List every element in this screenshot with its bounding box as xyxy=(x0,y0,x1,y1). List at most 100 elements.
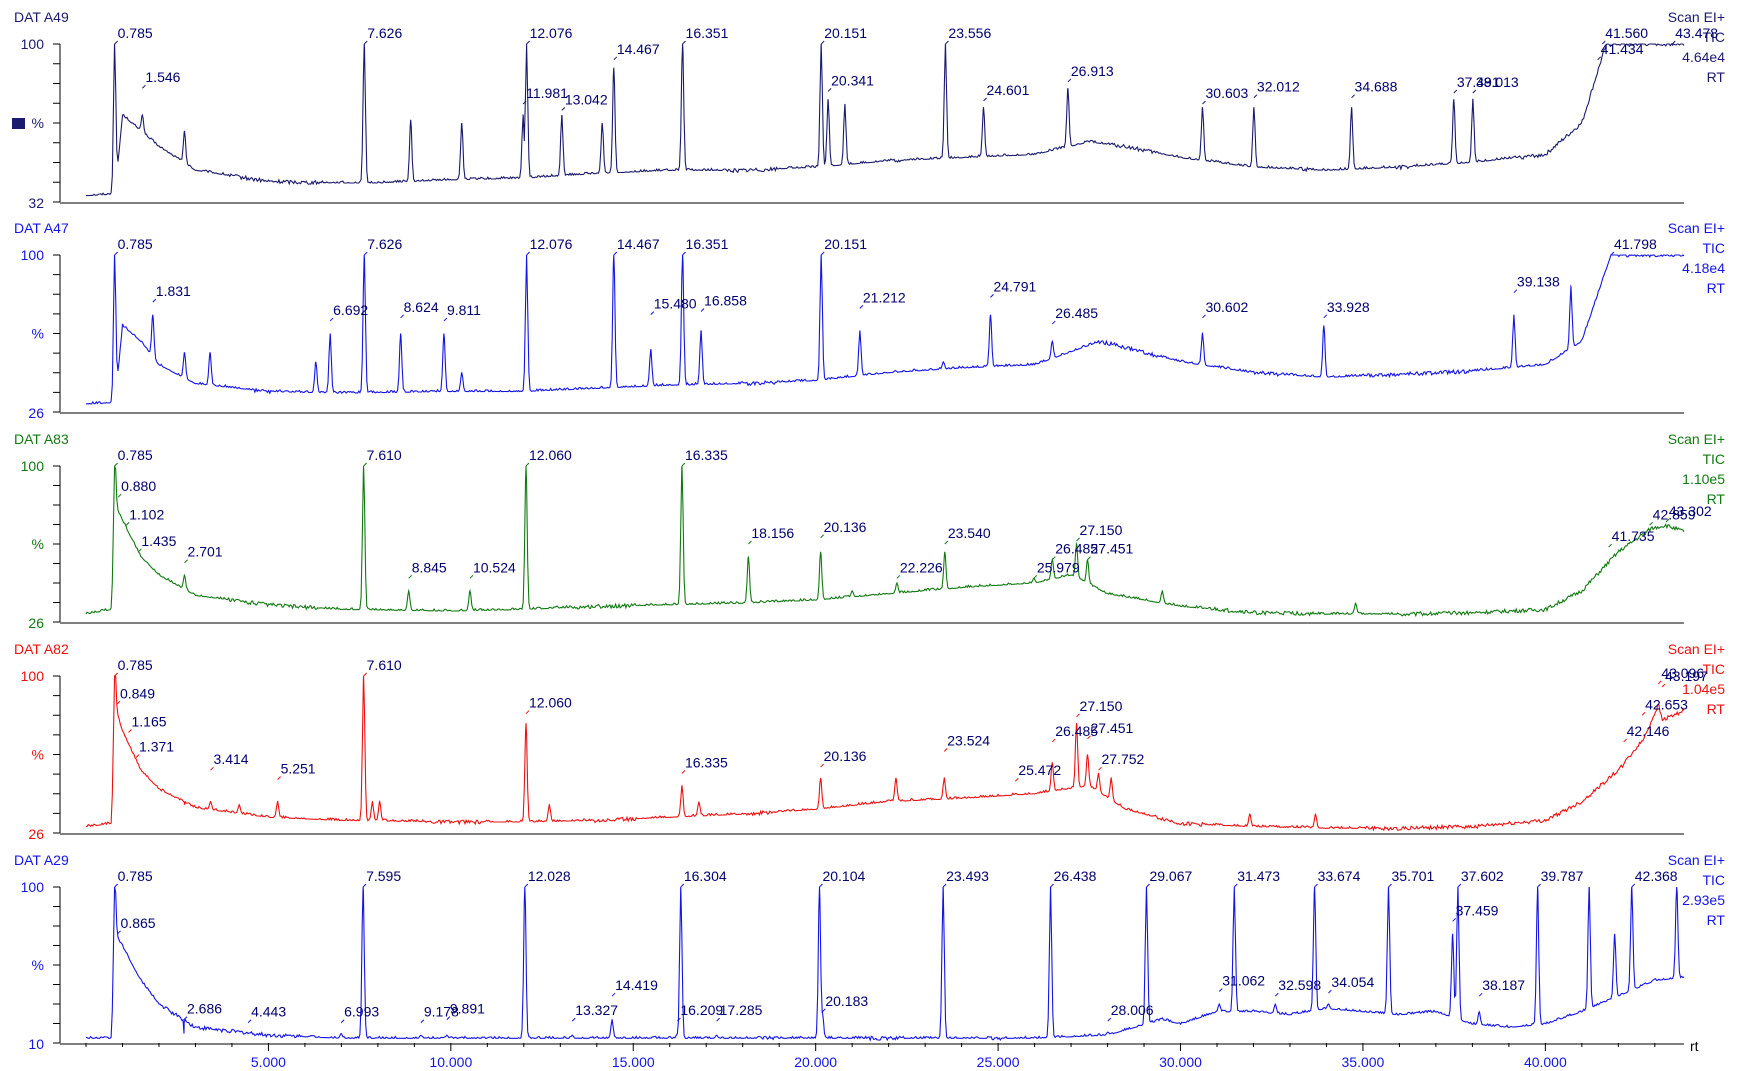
peak-label: 42.859 xyxy=(1653,506,1696,522)
peak-label-leader xyxy=(340,1019,345,1024)
peak-label: 22.226 xyxy=(900,559,943,575)
peak-label-leader xyxy=(1014,777,1019,782)
scan-mode-label: Scan EI+ xyxy=(1668,220,1725,236)
x-tick-label: 25.000 xyxy=(977,1054,1020,1070)
peak-label-leader xyxy=(820,763,824,768)
peak-label: 7.626 xyxy=(367,25,402,41)
tic-trace-line xyxy=(85,43,1685,197)
peak-label-leader xyxy=(827,88,832,92)
trace-type-label: TIC xyxy=(1702,451,1725,467)
scan-mode-label: Scan EI+ xyxy=(1668,431,1725,447)
peak-label-leader xyxy=(682,40,686,45)
peak-label-leader xyxy=(362,883,367,888)
peak-label-leader xyxy=(525,710,530,715)
peak-label: 23.524 xyxy=(947,732,990,748)
peak-label: 9.178 xyxy=(424,1004,459,1020)
peak-label: 20.104 xyxy=(822,868,865,884)
peak-label-leader xyxy=(990,294,994,298)
peak-label: 12.076 xyxy=(530,25,573,41)
peak-label-leader xyxy=(820,534,824,539)
peak-label: 43.197 xyxy=(1665,668,1708,684)
peak-label-leader xyxy=(944,540,949,545)
peak-label: 1.165 xyxy=(132,714,167,730)
peak-label-leader xyxy=(1351,94,1355,99)
peak-label: 27.451 xyxy=(1091,541,1134,557)
peak-label-leader xyxy=(524,883,529,888)
peak-label-leader xyxy=(700,308,705,312)
x-tick-label: 20.000 xyxy=(794,1054,837,1070)
peak-label: 39.138 xyxy=(1517,274,1560,290)
peak-label-leader xyxy=(1671,40,1676,45)
rt-label: RT xyxy=(1707,912,1726,928)
peak-label: 20.341 xyxy=(831,72,874,88)
peak-label: 0.785 xyxy=(118,868,153,884)
peak-label: 0.785 xyxy=(118,25,153,41)
peak-label-leader xyxy=(420,1019,425,1024)
peak-label: 9.811 xyxy=(447,302,481,318)
peak-label: 20.151 xyxy=(824,25,867,41)
peak-label: 41.434 xyxy=(1601,41,1644,57)
peak-label-leader xyxy=(363,40,368,45)
peak-label: 39.787 xyxy=(1541,868,1584,884)
peak-label-leader xyxy=(446,1016,451,1020)
peak-label-leader xyxy=(526,40,530,45)
trace-type-label: TIC xyxy=(1702,661,1725,677)
peak-label-leader xyxy=(1107,1017,1112,1022)
peak-label: 38.013 xyxy=(1476,74,1519,90)
y-axis-percent-label: % xyxy=(32,536,44,552)
peak-label: 16.335 xyxy=(685,754,728,770)
peak-label: 12.060 xyxy=(529,447,572,463)
peak-label: 27.752 xyxy=(1102,751,1145,767)
peak-label-leader xyxy=(1453,89,1458,94)
peak-label: 12.028 xyxy=(528,868,571,884)
peak-label-leader xyxy=(896,574,901,579)
peak-label-leader xyxy=(183,1016,188,1020)
peak-label-leader xyxy=(1253,94,1258,99)
peak-label-leader xyxy=(363,462,367,467)
peak-label: 21.212 xyxy=(863,289,906,305)
peak-label: 2.686 xyxy=(187,1001,222,1017)
peak-label: 29.067 xyxy=(1149,868,1192,884)
peak-label: 42.653 xyxy=(1645,696,1688,712)
x-tick-label: 40.000 xyxy=(1524,1054,1567,1070)
peak-label-leader xyxy=(1388,883,1392,888)
peak-label-leader xyxy=(138,548,142,553)
peak-label-leader xyxy=(1601,40,1606,45)
y-axis-top-label: 100 xyxy=(21,668,45,684)
panel-dat-a47: DAT A47 100% 26 Scan EI+ TIC 4.18e4 RT 0.785 1.8… xyxy=(14,220,1725,421)
peak-label: 0.785 xyxy=(118,236,153,252)
trace-type-label: TIC xyxy=(1702,872,1725,888)
peak-label-leader xyxy=(363,251,368,256)
sample-name: DAT A49 xyxy=(14,9,69,25)
peak-label: 41.798 xyxy=(1614,236,1657,252)
peak-label: 12.076 xyxy=(530,236,573,252)
peak-label: 26.485 xyxy=(1055,723,1098,739)
peak-label: 41.560 xyxy=(1605,25,1648,41)
peak-label-leader xyxy=(859,305,864,309)
peak-label: 14.467 xyxy=(617,41,660,57)
peak-label-leader xyxy=(681,769,686,774)
peak-label: 27.150 xyxy=(1080,698,1123,714)
peak-label: 23.556 xyxy=(948,25,991,41)
peak-label-leader xyxy=(117,930,121,935)
peak-label: 20.183 xyxy=(825,993,868,1009)
peak-label-leader xyxy=(1051,320,1056,325)
y-axis-percent-label: % xyxy=(32,326,44,342)
x-tick-label: 30.000 xyxy=(1159,1054,1202,1070)
peak-label-leader xyxy=(1087,556,1091,560)
sample-name: DAT A47 xyxy=(14,220,69,236)
peak-label-leader xyxy=(1513,289,1518,294)
peak-label: 8.624 xyxy=(404,299,439,315)
peak-label-leader xyxy=(1597,56,1602,61)
peak-label-leader xyxy=(114,251,118,256)
peak-label: 37.491 xyxy=(1457,74,1500,90)
peak-label-leader xyxy=(1218,988,1223,992)
peak-label-leader xyxy=(1202,314,1206,319)
peak-label-leader xyxy=(1033,574,1038,579)
peak-label: 34.054 xyxy=(1331,974,1374,990)
peak-label: 25.472 xyxy=(1018,762,1061,778)
peak-label: 30.603 xyxy=(1206,85,1249,101)
peak-label: 33.674 xyxy=(1318,868,1361,884)
intensity-label: 1.10e5 xyxy=(1682,471,1725,487)
peak-label-leader xyxy=(1457,883,1462,888)
